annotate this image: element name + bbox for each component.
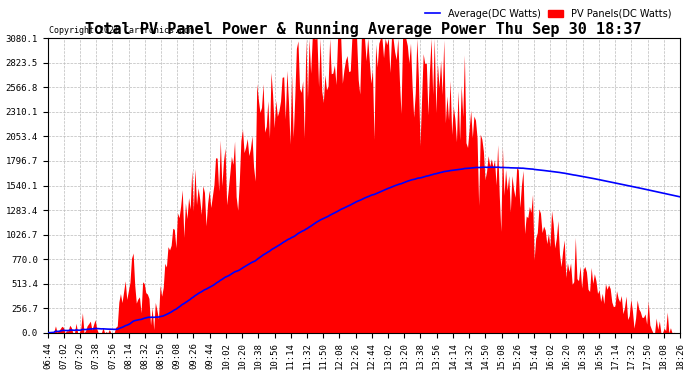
Title: Total PV Panel Power & Running Average Power Thu Sep 30 18:37: Total PV Panel Power & Running Average P…	[86, 21, 642, 37]
Text: Copyright 2021 Cartronics.com: Copyright 2021 Cartronics.com	[49, 26, 194, 35]
Legend: Average(DC Watts), PV Panels(DC Watts): Average(DC Watts), PV Panels(DC Watts)	[422, 5, 675, 22]
